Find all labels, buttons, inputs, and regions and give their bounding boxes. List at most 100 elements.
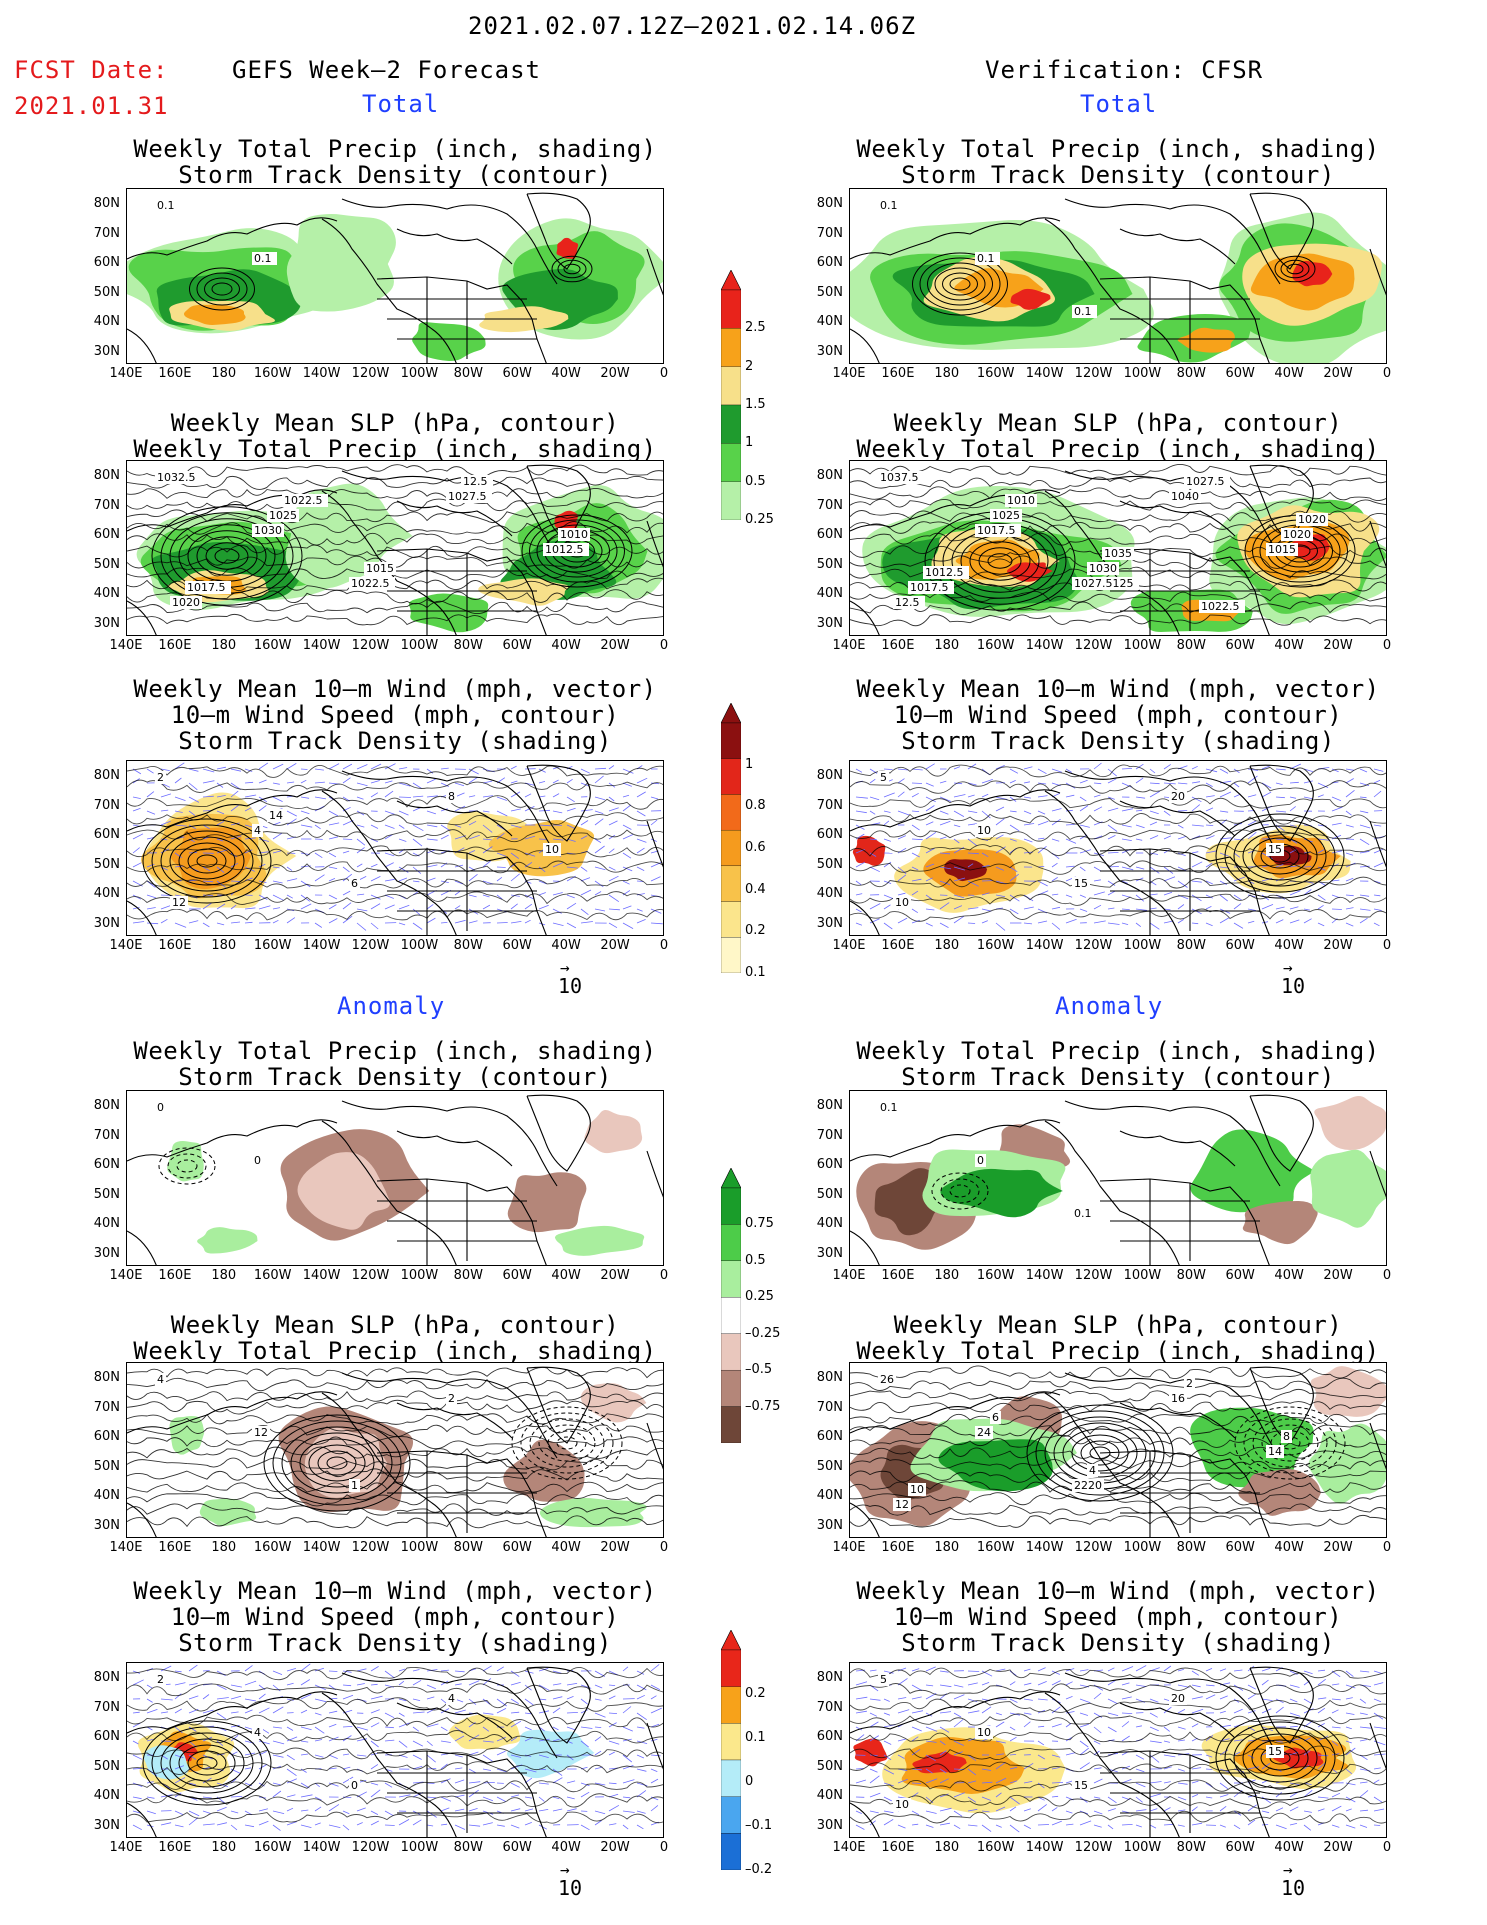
wind-vector (1037, 845, 1047, 854)
lon-label: 160E (158, 1540, 192, 1555)
wind-vector (188, 1782, 197, 1786)
wind-vector (636, 1768, 647, 1772)
wind-vector (286, 818, 297, 826)
wind-vector (1135, 1725, 1142, 1728)
wind-vector (580, 908, 589, 916)
lat-label: 40N (93, 886, 120, 901)
wind-vector (925, 805, 935, 812)
shading-area (488, 819, 595, 877)
wind-vector (146, 894, 157, 899)
wind-vector (188, 1817, 199, 1826)
lon-label: 40W (551, 938, 581, 953)
wind-vector (1233, 876, 1246, 882)
wind-vector (911, 1726, 922, 1732)
coastline (377, 1451, 537, 1537)
wind-vector (160, 809, 169, 812)
lon-label: 80W (453, 1268, 484, 1283)
wind-vector (953, 766, 961, 770)
wind-vector (426, 1796, 437, 1799)
wind-vector (897, 866, 907, 875)
svg-text:10: 10 (910, 1483, 924, 1496)
panel-title: Weekly Mean SLP (hPa, contour) (893, 409, 1343, 437)
wind-vector (244, 1709, 253, 1714)
wind-vector (580, 1726, 593, 1729)
wind-vector (132, 1754, 143, 1760)
wind-vector (1219, 1824, 1226, 1828)
lon-label: 120W (1074, 366, 1113, 381)
wind-vector (995, 1792, 1002, 1798)
wind-vector (286, 917, 296, 924)
contour-line (850, 510, 1386, 523)
wind-vector (1079, 1698, 1091, 1704)
wind-vector (650, 796, 659, 800)
wind-vector (230, 1824, 238, 1831)
wind-vector (286, 866, 293, 871)
lon-label: 0 (1382, 638, 1392, 653)
contour-line (949, 1184, 971, 1198)
contour-line (511, 1406, 623, 1480)
wind-vector (883, 792, 895, 798)
wind-vector (608, 1684, 616, 1686)
wind-vector (230, 1695, 242, 1700)
shading-area (408, 593, 489, 633)
wind-vector (594, 1810, 606, 1815)
wind-vector (911, 824, 920, 831)
coastline (1099, 1750, 1270, 1837)
wind-vector (911, 1823, 919, 1826)
contour-line (127, 1367, 663, 1379)
contour-line (551, 255, 593, 283)
contour-line (272, 1420, 402, 1506)
wind-vector (412, 1754, 422, 1760)
wind-vector (1149, 791, 1160, 798)
wind-vector (855, 1726, 863, 1731)
wind-vector (1317, 838, 1330, 841)
wind-vector (981, 779, 993, 784)
wind-vector (1093, 1810, 1103, 1815)
wind-vector (1065, 838, 1077, 844)
coastline (850, 789, 1061, 832)
contour-label: 0.1 (1072, 305, 1097, 318)
wind-vector (911, 1736, 919, 1742)
wind-vector (1205, 922, 1213, 927)
wind-vector (981, 1781, 993, 1784)
colorbar-label: 0.5 (745, 1252, 766, 1268)
wind-vector (1121, 808, 1133, 812)
wind-vector (1135, 1768, 1145, 1773)
wind-vector (1037, 1804, 1047, 1812)
wind-vector (650, 1695, 657, 1700)
wind-vector (622, 1726, 633, 1732)
wind-vector (496, 796, 507, 801)
wind-vector (370, 824, 379, 829)
wind-vector (440, 1823, 448, 1826)
contour-line (127, 1457, 663, 1471)
wind-vector (855, 810, 867, 814)
wind-vector (426, 795, 438, 798)
wind-vector (538, 1684, 550, 1691)
wind-vector (286, 1698, 294, 1701)
wind-vector (146, 922, 159, 925)
panel-title: Weekly Mean 10–m Wind (mph, vector) (133, 675, 657, 703)
wind-vector (883, 768, 893, 770)
lon-label: 60W (502, 638, 532, 653)
svg-text:1020: 1020 (1298, 513, 1326, 526)
wind-vector (216, 1740, 224, 1747)
wind-vector (855, 908, 862, 913)
wind-vector (897, 778, 905, 784)
wind-vector (370, 780, 380, 784)
wind-vector (454, 1754, 463, 1758)
wind-vector (953, 810, 965, 817)
contour-line (520, 1412, 614, 1474)
lon-label: 180 (211, 366, 237, 381)
contour-label: 2 (155, 1673, 166, 1686)
wind-vector (342, 915, 353, 924)
contour-label: 6 (990, 1411, 1001, 1424)
wind-vector (981, 892, 990, 896)
coastline (341, 1100, 558, 1187)
wind-vector (202, 1823, 215, 1826)
panel-title: Storm Track Density (contour) (178, 161, 612, 189)
shading-area (507, 1172, 587, 1233)
shading-area (912, 1751, 967, 1774)
shading-area (852, 835, 886, 866)
wind-vector (1037, 1725, 1045, 1728)
wind-vector (552, 892, 563, 896)
